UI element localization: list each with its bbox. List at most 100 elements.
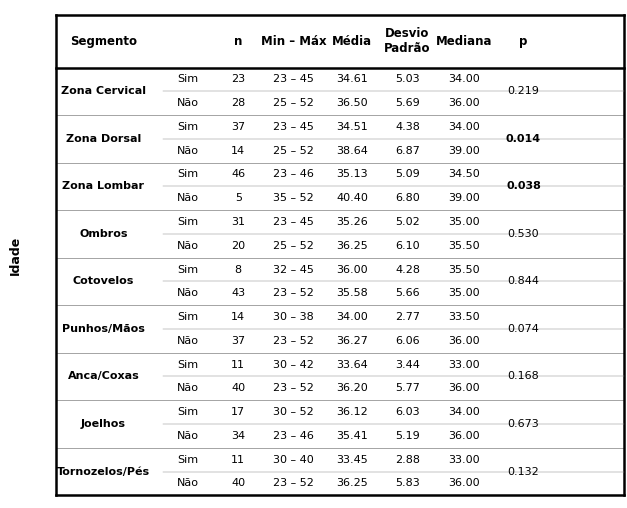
Text: 23 – 52: 23 – 52 (273, 479, 314, 488)
Text: 36.25: 36.25 (337, 241, 368, 251)
Text: 4.38: 4.38 (395, 122, 420, 132)
Text: 11: 11 (231, 455, 245, 465)
Text: 0.132: 0.132 (508, 466, 539, 477)
Text: 36.12: 36.12 (337, 407, 368, 417)
Text: 36.50: 36.50 (337, 98, 368, 108)
Text: 2.77: 2.77 (395, 312, 420, 322)
Text: Média: Média (332, 35, 372, 48)
Text: Não: Não (177, 289, 199, 298)
Text: 32 – 45: 32 – 45 (273, 265, 314, 274)
Text: Sim: Sim (177, 312, 199, 322)
Text: Não: Não (177, 336, 199, 346)
Text: Zona Cervical: Zona Cervical (61, 86, 146, 97)
Text: 0.074: 0.074 (508, 324, 539, 334)
Text: 33.00: 33.00 (448, 360, 480, 370)
Text: 31: 31 (231, 217, 245, 227)
Text: Desvio
Padrão: Desvio Padrão (384, 27, 431, 55)
Text: Punhos/Mãos: Punhos/Mãos (62, 324, 145, 334)
Text: 23 – 46: 23 – 46 (273, 431, 314, 441)
Text: 37: 37 (231, 122, 245, 132)
Text: Não: Não (177, 431, 199, 441)
Text: 6.06: 6.06 (395, 336, 420, 346)
Text: Não: Não (177, 479, 199, 488)
Text: 40.40: 40.40 (337, 193, 368, 203)
Text: 3.44: 3.44 (395, 360, 420, 370)
Text: 35.41: 35.41 (337, 431, 368, 441)
Text: 2.88: 2.88 (395, 455, 420, 465)
Text: Cotovelos: Cotovelos (73, 276, 134, 287)
Text: 30 – 40: 30 – 40 (273, 455, 314, 465)
Text: 6.87: 6.87 (395, 146, 420, 156)
Text: Segmento: Segmento (70, 35, 137, 48)
Text: 46: 46 (231, 170, 245, 179)
Text: 35 – 52: 35 – 52 (273, 193, 314, 203)
Text: Ombros: Ombros (79, 229, 128, 239)
Text: 34.61: 34.61 (337, 74, 368, 84)
Text: 23 – 52: 23 – 52 (273, 289, 314, 298)
Text: 34: 34 (231, 431, 245, 441)
Text: 28: 28 (231, 98, 245, 108)
Text: Sim: Sim (177, 455, 199, 465)
Text: Não: Não (177, 146, 199, 156)
Text: 0.219: 0.219 (508, 86, 539, 97)
Text: 0.844: 0.844 (507, 276, 540, 287)
Text: Idade: Idade (9, 236, 22, 275)
Text: Não: Não (177, 98, 199, 108)
Text: 34.50: 34.50 (448, 170, 480, 179)
Text: 5: 5 (234, 193, 242, 203)
Text: 33.64: 33.64 (337, 360, 368, 370)
Text: Zona Dorsal: Zona Dorsal (66, 134, 141, 144)
Text: 5.83: 5.83 (395, 479, 420, 488)
Text: 0.168: 0.168 (508, 371, 539, 382)
Text: Sim: Sim (177, 265, 199, 274)
Text: 35.00: 35.00 (448, 217, 480, 227)
Text: 36.00: 36.00 (448, 98, 480, 108)
Text: 20: 20 (231, 241, 245, 251)
Text: 33.00: 33.00 (448, 455, 480, 465)
Text: 35.50: 35.50 (448, 241, 480, 251)
Text: 5.03: 5.03 (395, 74, 420, 84)
Text: 6.80: 6.80 (395, 193, 420, 203)
Text: 17: 17 (231, 407, 245, 417)
Text: 25 – 52: 25 – 52 (273, 98, 314, 108)
Text: p: p (519, 35, 528, 48)
Text: 36.20: 36.20 (337, 384, 368, 393)
Text: 35.00: 35.00 (448, 289, 480, 298)
Text: 35.13: 35.13 (337, 170, 368, 179)
Text: 23 – 45: 23 – 45 (273, 74, 314, 84)
Text: Sim: Sim (177, 122, 199, 132)
Text: 0.673: 0.673 (508, 419, 539, 429)
Text: 36.00: 36.00 (448, 384, 480, 393)
Text: 35.50: 35.50 (448, 265, 480, 274)
Text: 34.00: 34.00 (337, 312, 368, 322)
Text: 30 – 52: 30 – 52 (273, 407, 314, 417)
Text: 5.77: 5.77 (395, 384, 420, 393)
Text: 36.00: 36.00 (448, 431, 480, 441)
Text: 23 – 45: 23 – 45 (273, 122, 314, 132)
Text: Mediana: Mediana (436, 35, 492, 48)
Text: 25 – 52: 25 – 52 (273, 241, 314, 251)
Text: 23 – 46: 23 – 46 (273, 170, 314, 179)
Text: Min – Máx: Min – Máx (261, 35, 326, 48)
Text: 36.27: 36.27 (337, 336, 368, 346)
Text: 40: 40 (231, 479, 245, 488)
Text: 35.58: 35.58 (337, 289, 368, 298)
Text: 30 – 42: 30 – 42 (273, 360, 314, 370)
Text: 23: 23 (231, 74, 245, 84)
Text: Sim: Sim (177, 170, 199, 179)
Text: 6.10: 6.10 (395, 241, 420, 251)
Text: Não: Não (177, 241, 199, 251)
Text: 39.00: 39.00 (448, 146, 480, 156)
Text: 33.45: 33.45 (337, 455, 368, 465)
Text: Sim: Sim (177, 217, 199, 227)
Text: Não: Não (177, 384, 199, 393)
Text: 23 – 52: 23 – 52 (273, 336, 314, 346)
Text: 4.28: 4.28 (395, 265, 420, 274)
Text: Sim: Sim (177, 74, 199, 84)
Text: 8: 8 (234, 265, 242, 274)
Text: 34.00: 34.00 (448, 122, 480, 132)
Text: Anca/Coxas: Anca/Coxas (68, 371, 139, 382)
Text: 5.66: 5.66 (395, 289, 420, 298)
Text: Joelhos: Joelhos (81, 419, 126, 429)
Text: 36.00: 36.00 (448, 479, 480, 488)
